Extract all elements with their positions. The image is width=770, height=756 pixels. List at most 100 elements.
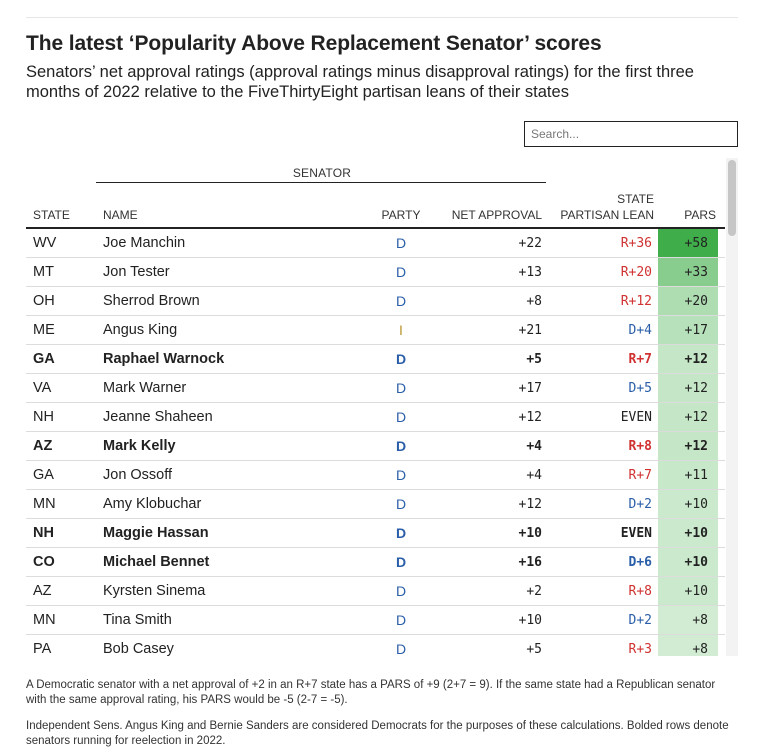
cell-net-approval: +4: [526, 468, 542, 483]
cell-partisan-lean: R+20: [620, 265, 652, 280]
table-row: MN Amy Klobuchar D +12 D+2 +10: [26, 490, 725, 519]
cell-name: Joe Manchin: [103, 235, 186, 251]
page-title: The latest ‘Popularity Above Replacement…: [26, 32, 602, 55]
cell-party: D: [395, 351, 407, 367]
table-scrollbar-thumb[interactable]: [728, 160, 736, 236]
cell-party: I: [399, 322, 403, 338]
cell-state: WV: [33, 235, 57, 251]
cell-pars: +17: [658, 316, 718, 344]
cell-pars: +58: [658, 229, 718, 257]
cell-pars: +10: [658, 519, 718, 547]
cell-net-approval: +12: [518, 410, 542, 425]
cell-partisan-lean: D+2: [628, 613, 652, 628]
cell-party: D: [395, 293, 407, 309]
cell-party: D: [395, 612, 407, 628]
column-header-partisan-lean-top: STATE: [617, 192, 654, 206]
cell-name: Tina Smith: [103, 612, 172, 628]
column-header-state[interactable]: STATE: [33, 208, 70, 222]
cell-name: Kyrsten Sinema: [103, 583, 206, 599]
column-header-net-approval[interactable]: NET APPROVAL: [451, 208, 542, 222]
page-subtitle: Senators’ net approval ratings (approval…: [26, 63, 694, 101]
cell-pars: +11: [658, 461, 718, 489]
cell-state: NH: [33, 409, 54, 425]
cell-state: ME: [33, 322, 55, 338]
cell-party: D: [395, 264, 407, 280]
senators-table: WV Joe Manchin D +22 R+36 +58 MT Jon Tester D +13…: [26, 229, 725, 656]
cell-party: D: [395, 380, 407, 396]
cell-state: VA: [33, 380, 52, 396]
cell-state: GA: [33, 351, 55, 367]
table-row: VA Mark Warner D +17 D+5 +12: [26, 374, 725, 403]
cell-name: Angus King: [103, 322, 178, 338]
table-row: AZ Mark Kelly D +4 R+8 +12: [26, 432, 725, 461]
cell-state: CO: [33, 554, 55, 570]
cell-partisan-lean: R+8: [628, 584, 652, 599]
table-row: MT Jon Tester D +13 R+20 +33: [26, 258, 725, 287]
table-row: ME Angus King I +21 D+4 +17: [26, 316, 725, 345]
cell-partisan-lean: EVEN: [620, 410, 652, 425]
cell-state: OH: [33, 293, 55, 309]
cell-pars: +33: [658, 258, 718, 286]
column-header-pars[interactable]: PARS: [684, 208, 716, 222]
table-row: NH Maggie Hassan D +10 EVEN +10: [26, 519, 725, 548]
cell-name: Jeanne Shaheen: [103, 409, 213, 425]
cell-state: MT: [33, 264, 54, 280]
cell-partisan-lean: D+4: [628, 323, 652, 338]
senator-group-divider: [96, 182, 546, 183]
cell-name: Bob Casey: [103, 641, 174, 656]
cell-net-approval: +13: [518, 265, 542, 280]
cell-pars: +12: [658, 374, 718, 402]
cell-state: MN: [33, 612, 56, 628]
table-scrollbar[interactable]: [726, 158, 738, 656]
table-row: GA Jon Ossoff D +4 R+7 +11: [26, 461, 725, 490]
cell-net-approval: +8: [526, 294, 542, 309]
cell-pars: +10: [658, 548, 718, 576]
cell-partisan-lean: D+6: [628, 555, 652, 570]
cell-net-approval: +10: [518, 526, 542, 541]
column-header-partisan-lean-bottom: PARTISAN LEAN: [560, 208, 654, 222]
cell-partisan-lean: R+3: [628, 642, 652, 656]
cell-party: D: [395, 583, 407, 599]
cell-net-approval: +22: [518, 236, 542, 251]
cell-partisan-lean: EVEN: [620, 526, 652, 541]
cell-state: MN: [33, 496, 56, 512]
cell-name: Raphael Warnock: [103, 351, 225, 367]
senator-group-label: SENATOR: [292, 166, 352, 180]
table-row: NH Jeanne Shaheen D +12 EVEN +12: [26, 403, 725, 432]
cell-net-approval: +4: [526, 439, 542, 454]
cell-pars: +8: [658, 635, 718, 656]
table-row: AZ Kyrsten Sinema D +2 R+8 +10: [26, 577, 725, 606]
cell-net-approval: +16: [518, 555, 542, 570]
footnote-example: A Democratic senator with a net approval…: [26, 679, 716, 706]
cell-pars: +12: [658, 403, 718, 431]
cell-partisan-lean: R+36: [620, 236, 652, 251]
cell-party: D: [395, 525, 407, 541]
cell-pars: +10: [658, 490, 718, 518]
cell-state: NH: [33, 525, 54, 541]
table-row: GA Raphael Warnock D +5 R+7 +12: [26, 345, 725, 374]
footnote-independents: Independent Sens. Angus King and Bernie …: [26, 720, 729, 747]
cell-party: D: [395, 467, 407, 483]
cell-party: D: [395, 409, 407, 425]
table-row: WV Joe Manchin D +22 R+36 +58: [26, 229, 725, 258]
column-header-party[interactable]: PARTY: [381, 208, 421, 222]
cell-name: Michael Bennet: [103, 554, 210, 570]
cell-partisan-lean: R+8: [628, 439, 652, 454]
table-row: OH Sherrod Brown D +8 R+12 +20: [26, 287, 725, 316]
cell-partisan-lean: D+5: [628, 381, 652, 396]
cell-name: Maggie Hassan: [103, 525, 209, 541]
column-header-name[interactable]: NAME: [103, 208, 138, 222]
cell-name: Amy Klobuchar: [103, 496, 202, 512]
cell-state: PA: [33, 641, 52, 656]
search-input[interactable]: [524, 121, 738, 147]
cell-pars: +20: [658, 287, 718, 315]
cell-partisan-lean: D+2: [628, 497, 652, 512]
column-header-partisan-lean[interactable]: STATE PARTISAN LEAN: [548, 191, 654, 223]
cell-name: Sherrod Brown: [103, 293, 200, 309]
cell-party: D: [395, 235, 407, 251]
cell-party: D: [395, 438, 407, 454]
cell-state: AZ: [33, 438, 53, 454]
cell-net-approval: +5: [526, 352, 542, 367]
cell-name: Mark Kelly: [103, 438, 176, 454]
cell-net-approval: +17: [518, 381, 542, 396]
